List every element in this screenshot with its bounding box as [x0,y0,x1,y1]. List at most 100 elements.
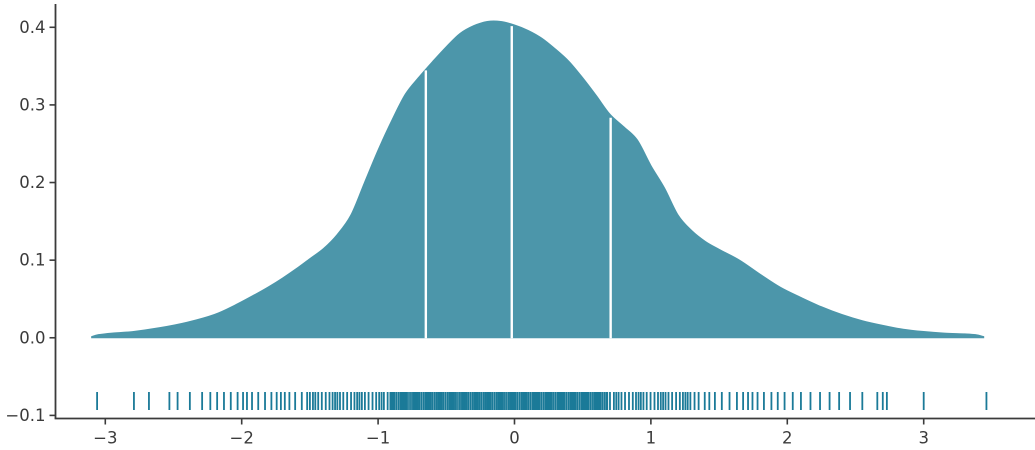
rug-tick [580,392,583,410]
rug-tick [518,392,521,410]
rug-tick [444,392,447,410]
rug-tick [314,392,317,410]
rug-tick [597,392,600,410]
rug-tick [747,392,749,410]
y-tick-label: 0.3 [19,95,45,114]
rug-tick [412,392,415,410]
rug-tick [467,392,470,410]
rug-tick [657,392,659,410]
rug-tick [389,392,392,410]
rug-tick [589,392,592,410]
rug-tick [465,392,468,410]
rug-tick [523,392,526,410]
rug-tick [703,392,706,410]
x-tick-label: 2 [782,429,793,448]
rug-tick [586,392,589,410]
rug-tick [471,392,474,410]
rug-tick [596,392,599,410]
rug-tick [346,392,349,410]
rug-tick [216,392,219,410]
rug-tick [686,392,689,410]
rug-tick [264,392,266,410]
rug-tick [328,392,331,410]
rug-tick [536,392,538,410]
rug-tick [548,392,551,410]
rug-tick [336,392,339,410]
rug-tick [409,392,411,410]
rug-tick [425,392,428,410]
rug-tick [324,392,327,410]
rug-tick [546,392,549,410]
rug-tick [279,392,282,410]
rug-tick [510,392,513,410]
rug-tick [509,392,511,410]
rug-tick [405,392,408,410]
rug-tick [188,392,191,410]
rug-tick [560,392,563,410]
rug-tick [537,392,540,410]
rug-tick [637,392,640,410]
rug-tick [529,392,532,410]
rug-tick [720,392,723,410]
rug-tick [416,392,419,410]
rug-tick [603,392,606,410]
rug-tick [464,392,466,410]
rug-tick [671,392,674,410]
rug-tick [300,392,303,410]
rug-tick [861,392,864,410]
rug-tick [288,392,291,410]
rug-tick [251,392,253,410]
rug-tick [438,392,441,410]
rug-tick [429,392,432,410]
rug-tick [516,392,519,410]
rug-tick [653,392,656,410]
rug-tick [378,392,381,410]
y-tick-label: 0.2 [19,173,45,192]
rug-tick [176,392,179,410]
rug-tick [356,392,359,410]
rug-tick [96,392,98,410]
rug-tick [881,392,884,410]
rug-tick [736,392,738,410]
rug-tick [294,392,297,410]
rug-tick [524,392,527,410]
rug-tick [849,392,851,410]
rug-tick [751,392,754,410]
rug-tick [395,392,398,410]
rug-tick [306,392,309,410]
rug-tick [415,392,418,410]
rug-tick [645,392,648,410]
rug-tick [593,392,596,410]
rug-tick [503,392,505,410]
rug-tick [592,392,594,410]
rug-tick [783,392,786,410]
rug-tick [559,392,562,410]
rug-tick [599,392,602,410]
rug-tick [371,392,374,410]
rug-tick [635,392,637,410]
rug-tick [557,392,560,410]
kde-density-area [91,20,985,339]
rug-tick [475,392,478,410]
rug-tick [505,392,507,410]
rug-tick [460,392,462,410]
rug-tick [411,392,413,410]
rug-tick [474,392,477,410]
rug-tick [477,392,479,410]
y-tick-label: 0.4 [19,18,45,37]
rug-tick [569,392,572,410]
rug-tick [570,392,573,410]
rug-tick [397,392,400,410]
rug-tick [242,392,244,410]
rug-tick [382,392,385,410]
rug-tick [473,392,475,410]
rug-tick [275,392,278,410]
rug-tick [451,392,454,410]
rug-tick [684,392,687,410]
rug-tick [399,392,402,410]
rug-tick [331,392,334,410]
rug-tick [490,392,492,410]
rug-tick [567,392,570,410]
rug-tick [531,392,534,410]
